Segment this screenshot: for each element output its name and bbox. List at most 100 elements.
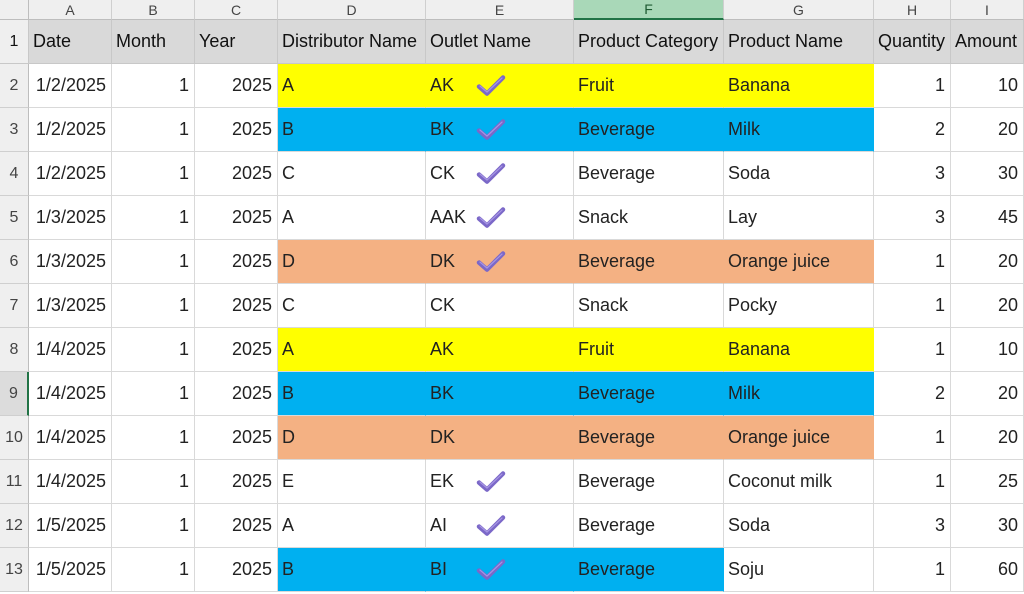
cell-amount[interactable]: 20 <box>951 284 1024 328</box>
cell-date[interactable]: 1/4/2025 <box>29 416 112 460</box>
cell-outlet[interactable]: BK <box>426 108 574 152</box>
cell-quantity[interactable]: 1 <box>874 328 951 372</box>
cell-distributor[interactable]: A <box>278 504 426 548</box>
cell-distributor[interactable]: A <box>278 328 426 372</box>
cell-month[interactable]: 1 <box>112 372 195 416</box>
cell-outlet[interactable]: AK <box>426 64 574 108</box>
cell-category[interactable]: Beverage <box>574 372 724 416</box>
cell-year[interactable]: 2025 <box>195 416 278 460</box>
select-all-corner[interactable] <box>0 0 29 20</box>
cell-year[interactable]: 2025 <box>195 460 278 504</box>
cell-amount[interactable]: 30 <box>951 152 1024 196</box>
cell-year[interactable]: 2025 <box>195 152 278 196</box>
column-header-h[interactable]: H <box>874 0 951 20</box>
cell-month[interactable]: 1 <box>112 548 195 592</box>
cell-outlet[interactable]: BI <box>426 548 574 592</box>
cell-outlet[interactable]: DK <box>426 416 574 460</box>
cell-product[interactable]: Soda <box>724 152 874 196</box>
column-header-a[interactable]: A <box>29 0 112 20</box>
cell-category[interactable]: Beverage <box>574 240 724 284</box>
cell-date[interactable]: 1/4/2025 <box>29 372 112 416</box>
cell-amount[interactable]: 10 <box>951 64 1024 108</box>
cell-category[interactable]: Beverage <box>574 416 724 460</box>
cell-quantity[interactable]: 1 <box>874 416 951 460</box>
cell-quantity[interactable]: 1 <box>874 64 951 108</box>
cell-quantity[interactable]: 2 <box>874 108 951 152</box>
cell-amount[interactable]: 10 <box>951 328 1024 372</box>
row-number-3[interactable]: 3 <box>0 108 29 152</box>
header-cell-date[interactable]: Date <box>29 20 112 64</box>
row-number-11[interactable]: 11 <box>0 460 29 504</box>
column-header-b[interactable]: B <box>112 0 195 20</box>
column-header-e[interactable]: E <box>426 0 574 20</box>
cell-outlet[interactable]: AI <box>426 504 574 548</box>
cell-product[interactable]: Pocky <box>724 284 874 328</box>
cell-date[interactable]: 1/5/2025 <box>29 548 112 592</box>
cell-outlet[interactable]: DK <box>426 240 574 284</box>
cell-category[interactable]: Beverage <box>574 108 724 152</box>
cell-amount[interactable]: 60 <box>951 548 1024 592</box>
cell-category[interactable]: Beverage <box>574 548 724 592</box>
cell-quantity[interactable]: 2 <box>874 372 951 416</box>
cell-month[interactable]: 1 <box>112 284 195 328</box>
cell-month[interactable]: 1 <box>112 152 195 196</box>
cell-product[interactable]: Soda <box>724 504 874 548</box>
cell-product[interactable]: Banana <box>724 64 874 108</box>
row-number-8[interactable]: 8 <box>0 328 29 372</box>
cell-quantity[interactable]: 1 <box>874 284 951 328</box>
cell-amount[interactable]: 25 <box>951 460 1024 504</box>
column-header-f[interactable]: F <box>574 0 724 20</box>
cell-product[interactable]: Soju <box>724 548 874 592</box>
header-cell-quantity[interactable]: Quantity <box>874 20 951 64</box>
cell-year[interactable]: 2025 <box>195 372 278 416</box>
cell-year[interactable]: 2025 <box>195 328 278 372</box>
cell-distributor[interactable]: B <box>278 548 426 592</box>
cell-quantity[interactable]: 3 <box>874 504 951 548</box>
row-number-7[interactable]: 7 <box>0 284 29 328</box>
column-header-c[interactable]: C <box>195 0 278 20</box>
cell-product[interactable]: Orange juice <box>724 240 874 284</box>
header-cell-distributor[interactable]: Distributor Name <box>278 20 426 64</box>
cell-product[interactable]: Lay <box>724 196 874 240</box>
column-header-i[interactable]: I <box>951 0 1024 20</box>
row-number-10[interactable]: 10 <box>0 416 29 460</box>
header-cell-outlet[interactable]: Outlet Name <box>426 20 574 64</box>
cell-distributor[interactable]: E <box>278 460 426 504</box>
cell-outlet[interactable]: CK <box>426 152 574 196</box>
cell-quantity[interactable]: 1 <box>874 460 951 504</box>
cell-category[interactable]: Beverage <box>574 504 724 548</box>
header-cell-category[interactable]: Product Category <box>574 20 724 64</box>
cell-date[interactable]: 1/2/2025 <box>29 64 112 108</box>
cell-date[interactable]: 1/5/2025 <box>29 504 112 548</box>
cell-amount[interactable]: 20 <box>951 108 1024 152</box>
cell-amount[interactable]: 20 <box>951 416 1024 460</box>
column-header-d[interactable]: D <box>278 0 426 20</box>
cell-outlet[interactable]: AAK <box>426 196 574 240</box>
cell-month[interactable]: 1 <box>112 196 195 240</box>
cell-outlet[interactable]: CK <box>426 284 574 328</box>
cell-outlet[interactable]: BK <box>426 372 574 416</box>
cell-year[interactable]: 2025 <box>195 284 278 328</box>
cell-month[interactable]: 1 <box>112 240 195 284</box>
cell-product[interactable]: Milk <box>724 372 874 416</box>
cell-quantity[interactable]: 1 <box>874 548 951 592</box>
cell-distributor[interactable]: A <box>278 64 426 108</box>
cell-distributor[interactable]: C <box>278 152 426 196</box>
row-number-13[interactable]: 13 <box>0 548 29 592</box>
cell-date[interactable]: 1/3/2025 <box>29 240 112 284</box>
column-header-g[interactable]: G <box>724 0 874 20</box>
cell-category[interactable]: Snack <box>574 284 724 328</box>
cell-amount[interactable]: 30 <box>951 504 1024 548</box>
row-number-5[interactable]: 5 <box>0 196 29 240</box>
cell-product[interactable]: Orange juice <box>724 416 874 460</box>
cell-category[interactable]: Snack <box>574 196 724 240</box>
cell-date[interactable]: 1/2/2025 <box>29 108 112 152</box>
cell-distributor[interactable]: D <box>278 416 426 460</box>
cell-distributor[interactable]: B <box>278 372 426 416</box>
cell-category[interactable]: Beverage <box>574 152 724 196</box>
cell-date[interactable]: 1/3/2025 <box>29 196 112 240</box>
cell-category[interactable]: Fruit <box>574 328 724 372</box>
row-number-12[interactable]: 12 <box>0 504 29 548</box>
cell-distributor[interactable]: D <box>278 240 426 284</box>
